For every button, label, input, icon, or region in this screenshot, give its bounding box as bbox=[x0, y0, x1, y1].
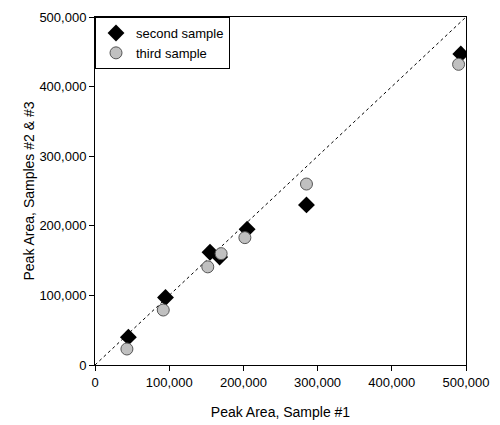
svg-text:500,000: 500,000 bbox=[39, 10, 86, 25]
svg-text:0: 0 bbox=[91, 375, 98, 390]
svg-text:second sample: second sample bbox=[136, 26, 223, 41]
svg-text:500,000: 500,000 bbox=[443, 375, 490, 390]
svg-text:200,000: 200,000 bbox=[39, 218, 86, 233]
svg-text:third sample: third sample bbox=[136, 46, 207, 61]
svg-text:400,000: 400,000 bbox=[368, 375, 415, 390]
svg-text:0: 0 bbox=[79, 358, 86, 373]
svg-text:200,000: 200,000 bbox=[220, 375, 267, 390]
svg-text:100,000: 100,000 bbox=[39, 288, 86, 303]
svg-text:Peak Area, Samples #2 & #3: Peak Area, Samples #2 & #3 bbox=[21, 101, 37, 280]
svg-text:300,000: 300,000 bbox=[39, 149, 86, 164]
svg-text:400,000: 400,000 bbox=[39, 79, 86, 94]
svg-text:300,000: 300,000 bbox=[294, 375, 341, 390]
svg-text:Peak Area, Sample #1: Peak Area, Sample #1 bbox=[211, 404, 351, 420]
svg-text:100,000: 100,000 bbox=[146, 375, 193, 390]
